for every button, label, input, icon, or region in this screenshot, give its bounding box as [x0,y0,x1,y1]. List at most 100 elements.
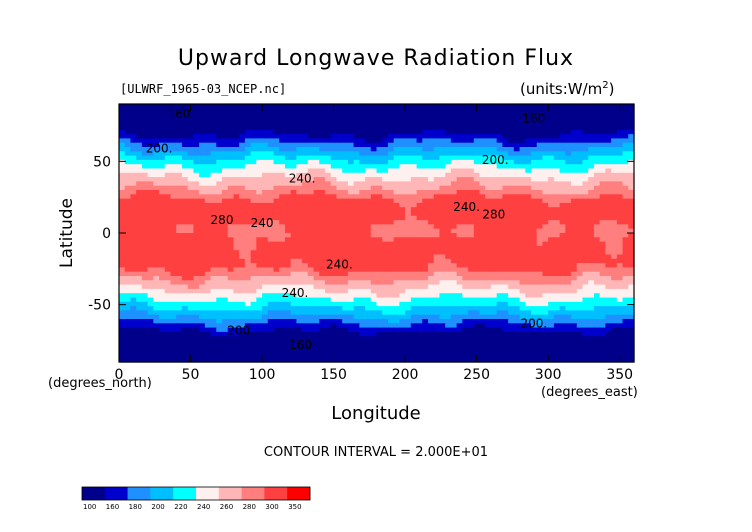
heatmap-cell [307,211,315,217]
heatmap-cell [296,104,303,109]
heatmap-cell [141,108,149,114]
heatmap-cell [330,194,338,200]
heatmap-cell [605,112,612,118]
heatmap-cell [616,138,624,144]
heatmap-cell [353,215,360,221]
heatmap-cell [496,306,503,311]
heatmap-cell [571,168,578,174]
heatmap-cell [284,129,292,135]
heatmap-cell [565,241,572,247]
heatmap-cell [153,310,160,316]
heatmap-cell [204,314,212,320]
heatmap-cell [296,241,303,247]
heatmap-cell [456,177,463,182]
heatmap-cell [141,104,149,109]
heatmap-cell [153,172,160,178]
heatmap-cell [473,271,481,277]
heatmap-cell [462,112,469,118]
heatmap-cell [239,220,246,225]
heatmap-cell [450,327,458,333]
heatmap-cell [330,211,338,217]
heatmap-cell [496,327,503,333]
heatmap-cell [519,301,526,307]
heatmap-cell [582,168,589,174]
heatmap-cell [593,336,601,342]
heatmap-cell [359,340,366,346]
heatmap-cell [599,215,606,221]
heatmap-cell [542,181,549,187]
heatmap-cell [433,267,441,273]
heatmap-cell [519,164,526,170]
heatmap-cell [462,108,469,114]
heatmap-cell [559,207,566,213]
heatmap-cell [599,116,606,122]
heatmap-cell [576,276,584,281]
heatmap-cell [119,112,126,118]
heatmap-cell [199,314,206,320]
heatmap-cell [599,233,606,238]
heatmap-cell [325,138,332,144]
heatmap-cell [147,151,154,157]
heatmap-cell [365,121,372,127]
heatmap-cell [193,336,200,342]
heatmap-cell [428,241,435,247]
heatmap-cell [559,202,566,208]
heatmap-cell [199,211,206,217]
heatmap-cell [336,327,343,333]
heatmap-cell [410,250,418,256]
heatmap-cell [353,112,360,118]
heatmap-cell [336,301,343,307]
heatmap-cell [462,198,469,204]
heatmap-cell [296,185,303,191]
heatmap-cell [628,224,635,230]
heatmap-cell [445,207,452,213]
heatmap-cell [124,177,132,182]
heatmap-cell [244,172,252,178]
heatmap-cell [582,293,589,299]
heatmap-cell [565,116,572,122]
heatmap-cell [387,319,395,324]
heatmap-cell [181,297,189,303]
heatmap-cell [496,147,503,152]
heatmap-cell [445,108,452,114]
heatmap-cell [468,155,475,161]
heatmap-cell [187,177,194,182]
heatmap-cell [622,215,629,221]
heatmap-cell [370,125,378,131]
heatmap-cell [176,280,183,286]
heatmap-cell [119,297,126,303]
heatmap-cell [450,267,458,273]
heatmap-cell [428,207,435,213]
heatmap-cell [439,215,446,221]
heatmap-cell [456,155,463,161]
heatmap-cell [525,185,532,191]
heatmap-cell [347,250,355,256]
heatmap-cell [382,116,389,122]
heatmap-cell [622,280,629,286]
heatmap-cell [170,142,177,148]
heatmap-cell [450,108,458,114]
heatmap-cell [153,215,160,221]
heatmap-cell [410,155,418,161]
heatmap-cell [170,327,177,333]
heatmap-cell [262,258,269,264]
heatmap-cell [576,177,584,182]
heatmap-cell [290,254,297,260]
heatmap-cell [193,207,200,213]
heatmap-cell [193,138,200,144]
heatmap-cell [227,258,235,264]
heatmap-cell [199,301,206,307]
heatmap-cell [393,215,400,221]
heatmap-cell [119,198,126,204]
heatmap-cell [416,228,423,234]
heatmap-cell [313,181,320,187]
heatmap-cell [405,181,412,187]
heatmap-cell [330,319,338,324]
heatmap-cell [222,198,229,204]
heatmap-cell [170,190,177,195]
heatmap-cell [250,280,257,286]
heatmap-cell [325,125,332,131]
heatmap-cell [222,306,229,311]
heatmap-cell [199,250,206,256]
heatmap-cell [279,177,286,182]
